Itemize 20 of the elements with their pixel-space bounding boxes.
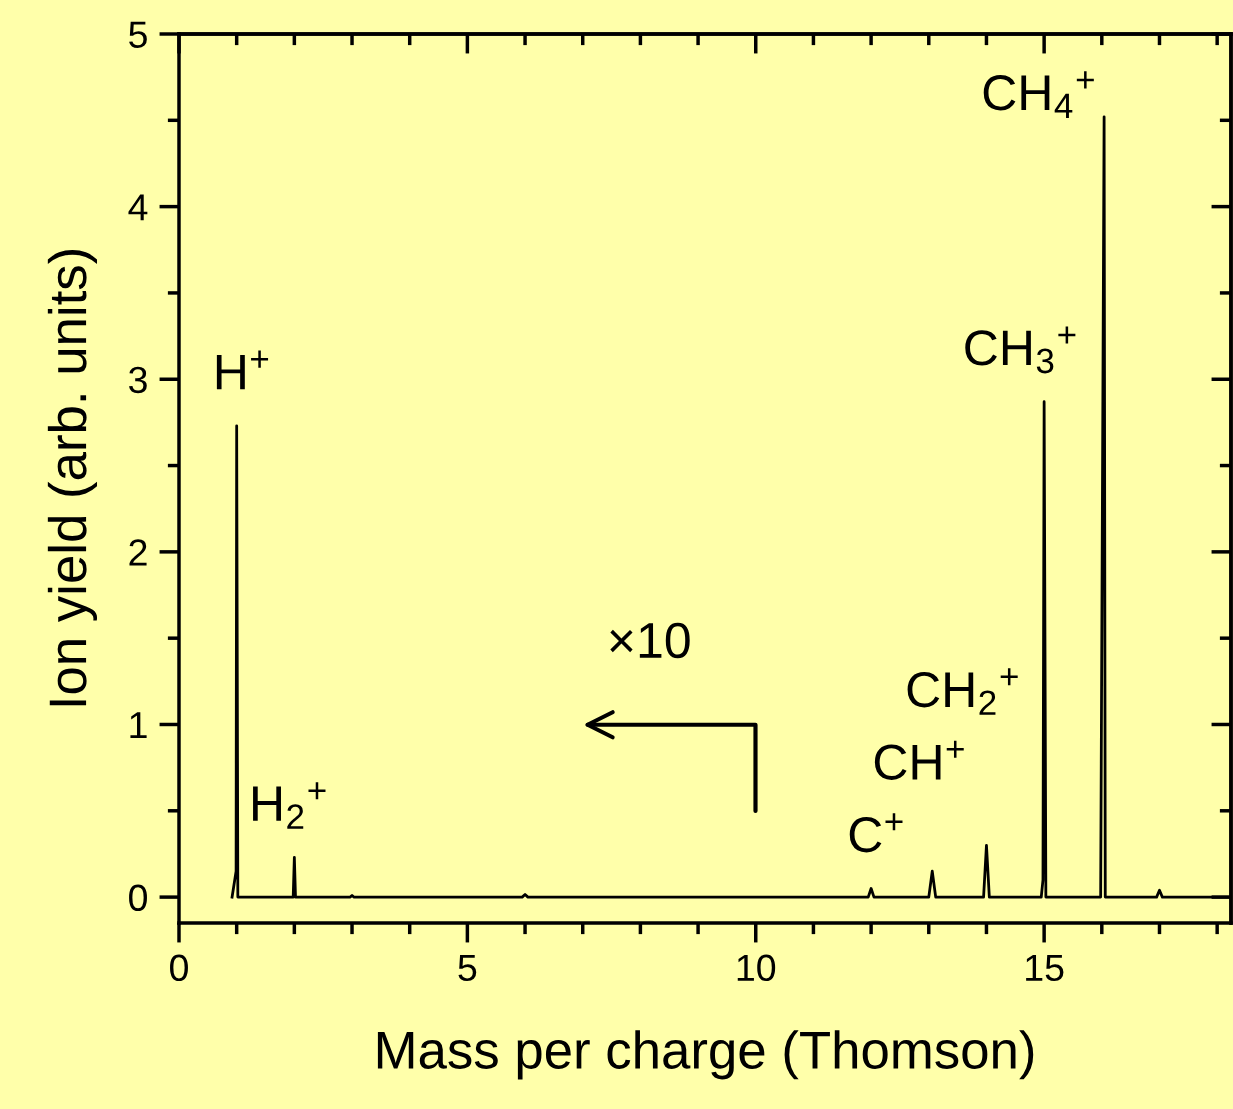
annotation: H$^{+}$ (216, 350, 269, 390)
x-axis-title: Mass per charge (Thomson) (377, 1030, 1034, 1080)
x-tick-label: 0 (170, 954, 188, 982)
annotation: H$_{2}$$^{+}$ (253, 782, 326, 829)
x-tick-label: 5 (458, 954, 477, 982)
y-tick-label: 5 (129, 21, 147, 48)
y-tick-label: 0 (129, 884, 147, 912)
annotation: ×10 (610, 622, 690, 659)
x-tick-label: 10 (737, 954, 776, 982)
annotation: CH$^{+}$ (874, 740, 964, 780)
annotation: CH$_{3}$$^{+}$ (965, 326, 1076, 374)
y-tick-label: 1 (130, 712, 147, 739)
y-tick-label: 3 (129, 366, 147, 394)
y-axis-title: Ion yield (arb. units) (47, 250, 98, 706)
annotation: CH$_{2}$$^{+}$ (907, 668, 1018, 715)
x-tick-label: 15 (1026, 954, 1064, 982)
y-tick-label: 4 (128, 194, 148, 221)
annotation: CH$_{4}$$^{+}$ (983, 71, 1094, 118)
y-tick-label: 2 (129, 539, 147, 566)
annotation: C$^{+}$ (849, 813, 903, 853)
